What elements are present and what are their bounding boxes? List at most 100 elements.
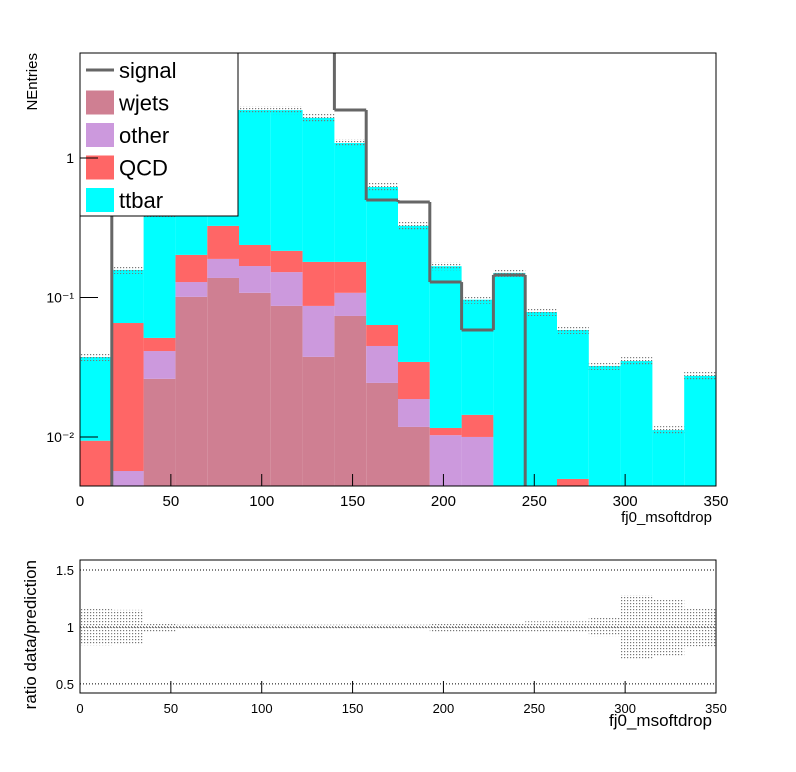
histogram-bar [239,244,271,267]
histogram-bar [334,261,367,293]
histogram-bar [620,361,653,486]
histogram-bar [493,272,526,486]
histogram-bar [302,305,335,357]
x-tick-label: 300 [614,701,636,716]
y-tick-label: 1 [67,620,74,635]
histogram-bar [270,272,303,306]
histogram-bar [461,436,494,486]
x-tick-label: 300 [613,493,638,510]
legend-label: ttbar [119,188,163,213]
y-tick-label: 1.5 [56,563,74,578]
histogram-bar [111,471,144,486]
x-tick-label: 100 [249,493,274,510]
y-tick-label: 10⁻² [46,429,74,445]
histogram-bar [684,375,716,486]
x-tick-label: 350 [703,493,728,510]
histogram-bar [143,337,176,352]
histogram-bar [366,382,398,486]
histogram-bar [334,315,367,486]
histogram-bar [270,250,303,273]
uncertainty-band [80,353,112,362]
histogram-bar [302,117,335,262]
histogram-bar [270,305,303,486]
histogram-bar [398,426,430,486]
uncertainty-band [111,265,144,274]
histogram-bar [366,187,398,325]
panel: signal wjets other QCD ttbar 0 50 100 150 200 250 3… [24,52,729,526]
x-tick-label: 350 [705,701,727,716]
ratio-band [461,622,494,632]
panel: 0 50 100 150 200 250 300 350 0.5 1 1.5 fj0_msoftdro… [21,559,727,730]
ratio-band [111,609,144,645]
histogram-bar [239,266,271,293]
x-tick-label: 0 [76,493,84,510]
uncertainty-band [398,221,430,230]
plot-area [80,53,716,486]
histogram-bar [270,110,303,251]
ratio-band [588,617,621,637]
x-tick-label: 0 [76,701,83,716]
histogram-bar [207,225,239,259]
histogram-bar [429,266,462,428]
ratio-band [525,621,557,633]
uncertainty-band [461,295,494,304]
histogram-bar [398,225,430,362]
histogram-bar [175,282,208,297]
histogram-bar [239,110,271,245]
histogram-bar [239,292,271,486]
x-tick-label: 100 [251,701,273,716]
x-tick-label: 200 [433,701,455,716]
ratio-band [366,624,398,630]
histogram-bar [143,378,176,486]
histogram-bar [334,143,367,262]
histogram-bar [525,311,557,486]
uncertainty-band [239,106,271,115]
uncertainty-band [684,371,716,380]
legend-swatch [86,188,114,212]
histogram-bar [461,414,494,437]
histogram-bar [334,292,367,316]
y-tick-label: 1 [66,150,74,166]
histogram-bar [175,296,208,486]
histogram-bar [557,329,589,479]
ratio-band [429,622,462,632]
x-tick-label: 150 [342,701,364,716]
uncertainty-band [652,426,685,435]
ratio-band [302,624,335,630]
histogram-bar [366,345,398,383]
histogram-bar [175,254,208,283]
y-tick-label: 10⁻¹ [46,289,74,305]
histogram-bar [557,478,589,486]
x-tick-label: 50 [163,493,180,510]
ratio-band [684,607,716,647]
x-tick-label: 50 [164,701,178,716]
histogram-bar [80,357,112,441]
uncertainty-band [588,361,621,370]
ratio-band [143,622,176,632]
uncertainty-band [302,113,335,122]
histogram-bar [302,261,335,306]
plot-frame [79,52,717,487]
legend-label: wjets [118,91,169,116]
histogram-bar [588,365,621,486]
x-tick-label: 200 [431,493,456,510]
x-tick-label: 150 [340,493,365,510]
histogram-bar [111,323,144,472]
legend-label: signal [119,58,176,83]
legend-label: other [119,123,169,148]
y-tick-label: 0.5 [56,677,74,692]
legend-swatch [86,123,114,147]
legend-swatch [86,155,114,180]
ratio-band [207,624,239,630]
uncertainty-band [620,357,653,366]
ratio-band [270,624,303,630]
legend-swatch [86,90,114,115]
legend: signal wjets other QCD ttbar [79,52,239,217]
histogram-bar [429,435,462,486]
histogram-bar [366,324,398,346]
histogram-bar [398,399,430,427]
histogram-bar [398,361,430,400]
histogram-bar [429,427,462,436]
legend-label: QCD [119,156,168,181]
